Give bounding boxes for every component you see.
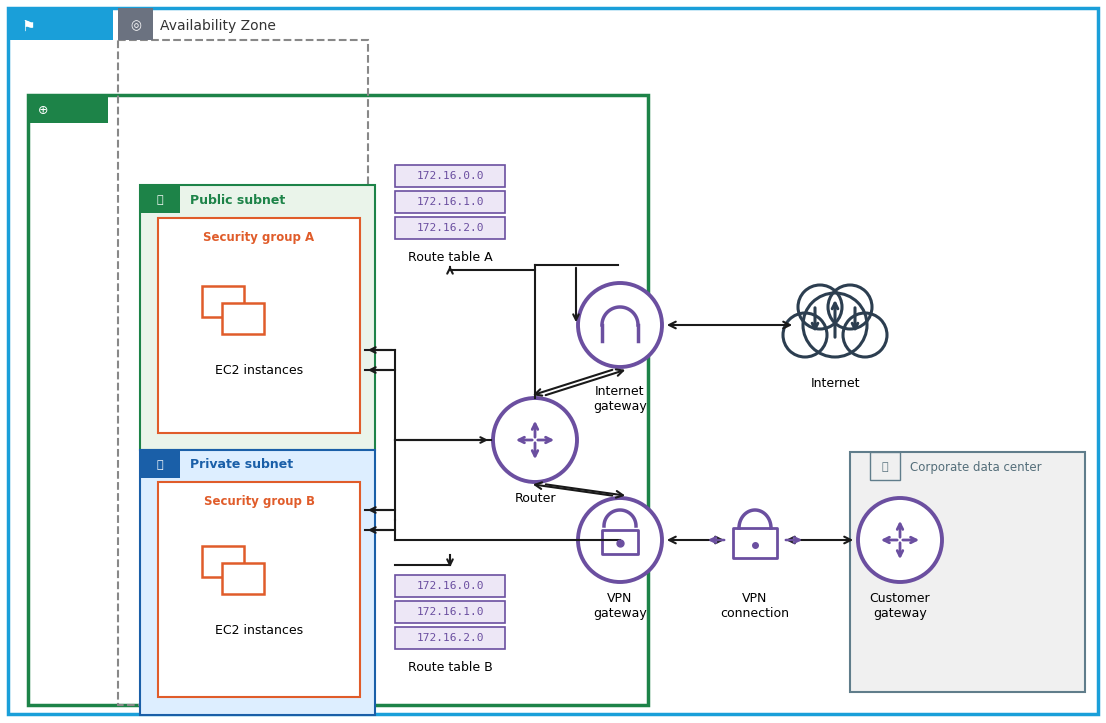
Text: 172.16.0.0: 172.16.0.0 (416, 171, 483, 181)
Bar (395, 575, 505, 597)
Text: Route table A: Route table A (408, 251, 492, 264)
Circle shape (803, 293, 867, 357)
Text: 172.16.2.0: 172.16.2.0 (416, 633, 483, 643)
Text: Internet
gateway: Internet gateway (593, 385, 647, 413)
Bar (140, 185, 375, 450)
Bar (28, 95, 648, 705)
Circle shape (858, 498, 942, 582)
Bar (140, 185, 180, 213)
Text: ⚑: ⚑ (21, 19, 34, 33)
Circle shape (783, 313, 827, 357)
Bar (158, 482, 359, 697)
Text: ◎: ◎ (131, 20, 142, 33)
Text: EC2 instances: EC2 instances (215, 623, 303, 636)
Bar (733, 528, 778, 558)
Text: 172.16.2.0: 172.16.2.0 (416, 223, 483, 233)
Text: 🔒: 🔒 (157, 195, 164, 205)
Bar (140, 450, 180, 478)
Text: VPC: VPC (62, 103, 90, 116)
Text: Internet: Internet (811, 377, 859, 390)
Circle shape (828, 285, 872, 329)
Text: 172.16.1.0: 172.16.1.0 (416, 607, 483, 617)
Circle shape (493, 398, 577, 482)
Text: Customer
gateway: Customer gateway (869, 592, 930, 620)
Text: EC2 instances: EC2 instances (215, 364, 303, 377)
Bar (395, 165, 505, 187)
Text: Security group B: Security group B (204, 495, 314, 508)
Text: VPN
gateway: VPN gateway (593, 592, 647, 620)
Circle shape (578, 283, 662, 367)
Text: Route table B: Route table B (408, 661, 492, 674)
Text: Security group A: Security group A (204, 231, 314, 244)
Text: 172.16.1.0: 172.16.1.0 (416, 197, 483, 207)
Bar (202, 286, 244, 317)
Bar (28, 95, 108, 123)
Bar (202, 546, 244, 577)
Bar (221, 562, 263, 594)
Text: ⊕: ⊕ (38, 103, 49, 116)
Bar (118, 8, 153, 40)
Text: Corporate data center: Corporate data center (910, 461, 1042, 474)
Text: VPN
connection: VPN connection (720, 592, 790, 620)
Text: Public subnet: Public subnet (190, 194, 285, 207)
Bar (395, 627, 505, 649)
Bar (395, 191, 505, 213)
Text: 172.16.0.0: 172.16.0.0 (416, 581, 483, 591)
Circle shape (578, 498, 662, 582)
Text: Region: Region (50, 19, 104, 33)
Text: Availability Zone: Availability Zone (160, 19, 275, 33)
Circle shape (799, 285, 842, 329)
Bar (395, 601, 505, 623)
Bar (221, 303, 263, 333)
Text: 🏢: 🏢 (881, 462, 888, 472)
Circle shape (843, 313, 887, 357)
Bar (158, 218, 359, 433)
Text: 🔒: 🔒 (157, 460, 164, 470)
Bar (118, 40, 368, 705)
Text: Router: Router (514, 492, 555, 505)
Bar (395, 217, 505, 239)
Bar (140, 450, 375, 715)
Bar (602, 530, 638, 554)
Bar (851, 452, 1085, 692)
Bar (870, 452, 900, 480)
Text: Private subnet: Private subnet (190, 458, 293, 471)
Bar (8, 8, 113, 40)
